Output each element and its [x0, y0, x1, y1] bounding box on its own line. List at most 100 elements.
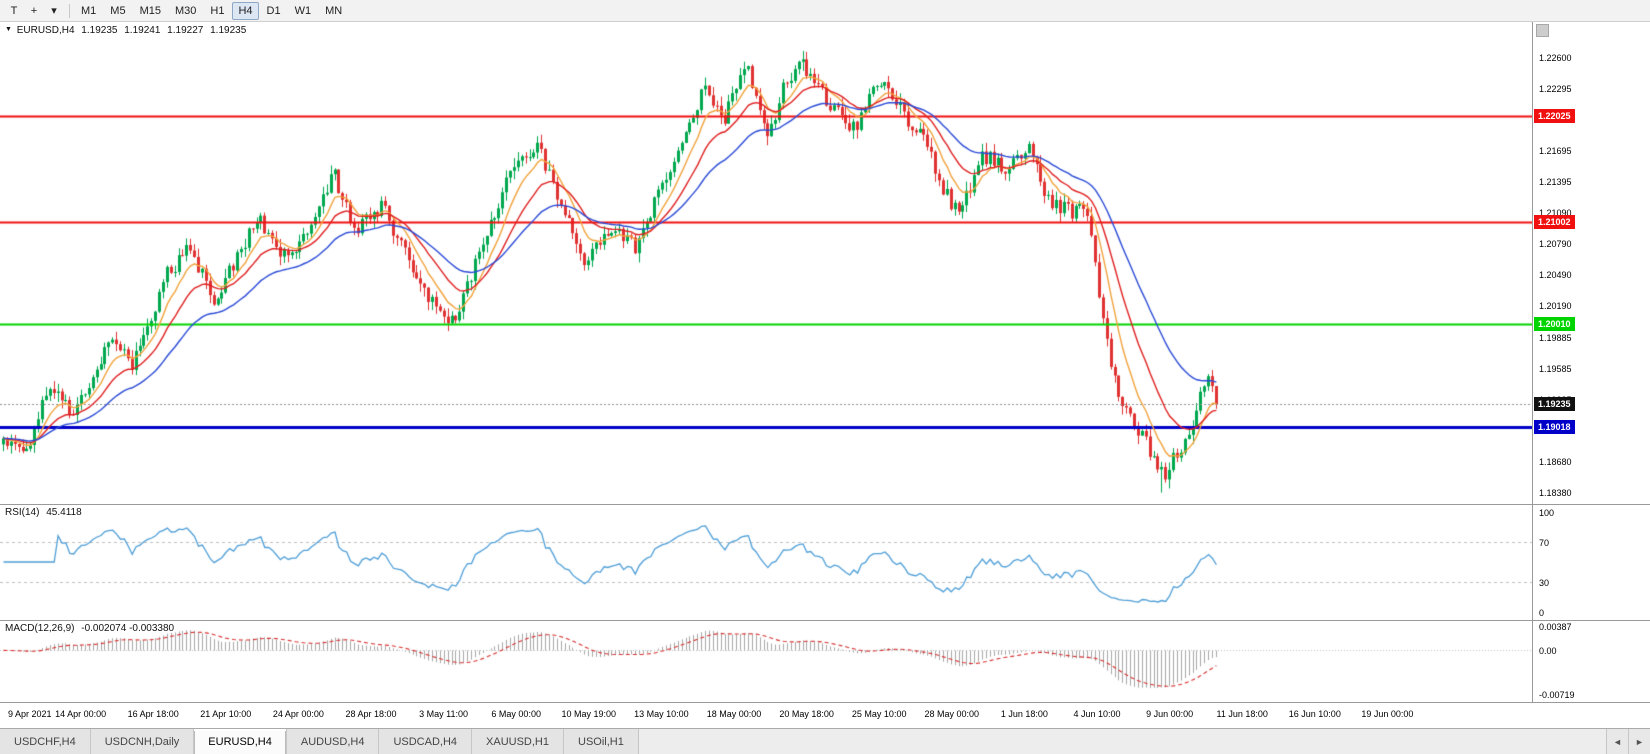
ohlc-open: 1.19235 — [81, 25, 118, 36]
macd-pane: MACD(12,26,9) -0.002074 -0.003380 — [0, 620, 1532, 702]
timeframe-button-mn[interactable]: MN — [325, 4, 343, 17]
chart-title: ▼ EURUSD,H4 1.19235 1.19241 1.19227 1.19… — [5, 25, 250, 36]
timeframe-button-d1[interactable]: D1 — [266, 4, 281, 17]
pane-separator — [0, 702, 1650, 703]
timeframe-button-w1[interactable]: W1 — [294, 4, 312, 17]
macd-tick: 0.00387 — [1539, 622, 1572, 633]
tab-scroll-left-button[interactable]: ◄ — [1606, 729, 1628, 754]
price-tick: 1.18680 — [1539, 457, 1572, 468]
chart-tab-usdcad[interactable]: USDCAD,H4 — [379, 729, 473, 754]
arrow-right-icon: ► — [1635, 736, 1644, 747]
crosshair-button[interactable]: + — [24, 2, 44, 20]
ohlc-high: 1.19241 — [124, 25, 161, 36]
price-tick: 1.19585 — [1539, 363, 1572, 374]
chevron-down-icon: ▾ — [51, 5, 57, 17]
timeframe-button-m1[interactable]: M1 — [81, 4, 97, 17]
time-axis-label: 28 May 00:00 — [924, 709, 980, 719]
price-tick: 1.20190 — [1539, 301, 1572, 312]
chart-tab-audusd[interactable]: AUDUSD,H4 — [286, 729, 380, 754]
price-pane: ▼ EURUSD,H4 1.19235 1.19241 1.19227 1.19… — [0, 22, 1532, 504]
toolbar-separator — [69, 3, 70, 18]
chart-tab-eurusd[interactable]: EURUSD,H4 — [194, 729, 287, 754]
rsi-tick: 30 — [1539, 577, 1550, 588]
price-tick: 1.21090 — [1539, 208, 1572, 219]
chart-tab-usdchf[interactable]: USDCHF,H4 — [0, 729, 91, 754]
time-axis-label: 25 May 10:00 — [851, 709, 907, 719]
time-axis-label: 19 Jun 00:00 — [1361, 709, 1414, 719]
timeframe-button-m5[interactable]: M5 — [110, 4, 126, 17]
tab-scroll-controls: ◄ ► — [1606, 729, 1650, 754]
time-axis[interactable]: 9 Apr 2021 14 Apr 00:00 16 Apr 18:00 21 Apr… — [0, 702, 1532, 728]
rsi-tick: 100 — [1539, 507, 1555, 518]
time-axis-label: 9 Apr 2021 — [8, 709, 52, 719]
rsi-tick: 0 — [1539, 607, 1545, 618]
level-price-tag: 1.19018 — [1534, 419, 1575, 434]
price-tick: 1.22600 — [1539, 52, 1572, 63]
macd-indicator-name: MACD(12,26,9) — [5, 623, 75, 634]
current-price-tag: 1.19235 — [1534, 397, 1575, 412]
templates-button-label: T — [10, 4, 18, 17]
level-price-tag: 1.21002 — [1534, 215, 1575, 230]
price-tick: 1.18380 — [1539, 488, 1572, 499]
chart-tab-bar: USDCHF,H4 USDCNH,Daily EURUSD,H4 AUDUSD,H4 U… — [0, 728, 1650, 754]
axis-corner-button[interactable] — [1536, 24, 1549, 37]
macd-label: MACD(12,26,9) -0.002074 -0.003380 — [5, 623, 178, 634]
chart-tab-xauusd[interactable]: XAUUSD,H1 — [472, 729, 564, 754]
level-price-tag: 1.20010 — [1534, 317, 1575, 332]
macd-indicator-values: -0.002074 -0.003380 — [81, 623, 175, 634]
time-axis-label: 6 May 00:00 — [491, 709, 541, 719]
ohlc-low: 1.19227 — [167, 25, 204, 36]
timeframe-button-group: M1 M5 M15 M30 H1 H4 D1 W1 MN — [75, 1, 348, 20]
time-axis-label: 13 May 10:00 — [634, 709, 689, 719]
pane-separator[interactable] — [0, 504, 1650, 505]
rsi-indicator-value: 45.4118 — [46, 507, 82, 518]
time-axis-label: 11 Jun 18:00 — [1216, 709, 1268, 719]
timeframe-button-h4[interactable]: H4 — [232, 1, 259, 20]
chart-tab-list: USDCHF,H4 USDCNH,Daily EURUSD,H4 AUDUSD,H4 U… — [0, 729, 639, 754]
top-toolbar: T + ▾ M1 M5 M15 M30 H1 H4 D1 W1 MN — [0, 0, 1650, 22]
rsi-pane: RSI(14) 45.4118 — [0, 504, 1532, 620]
price-tick: 1.21695 — [1539, 145, 1572, 156]
macd-tick: -0.00719 — [1539, 689, 1575, 700]
timeframe-button-h1[interactable]: H1 — [210, 4, 225, 17]
tab-scroll-right-button[interactable]: ► — [1628, 729, 1650, 754]
macd-tick: 0.00 — [1539, 645, 1557, 656]
price-axis[interactable]: 1.226001.222951.219951.216951.213951.210… — [1532, 22, 1650, 702]
price-chart-canvas[interactable] — [0, 22, 1532, 504]
time-axis-label: 16 Jun 10:00 — [1288, 709, 1341, 719]
chart-tab-usdcnh[interactable]: USDCNH,Daily — [90, 729, 195, 754]
pane-separator[interactable] — [0, 620, 1650, 621]
time-axis-label: 9 Jun 00:00 — [1146, 709, 1194, 719]
time-axis-label: 4 Jun 10:00 — [1073, 709, 1121, 719]
price-tick: 1.22295 — [1539, 84, 1572, 95]
time-axis-label: 28 Apr 18:00 — [345, 709, 397, 719]
time-axis-label: 1 Jun 18:00 — [1000, 709, 1048, 719]
time-axis-label: 24 Apr 00:00 — [272, 709, 324, 719]
ohlc-close: 1.19235 — [210, 25, 247, 36]
rsi-indicator-name: RSI(14) — [5, 507, 40, 518]
time-axis-label: 16 Apr 18:00 — [127, 709, 179, 719]
tools-dropdown-button[interactable]: ▾ — [44, 2, 64, 20]
chart-tab-usoil[interactable]: USOil,H1 — [564, 729, 639, 754]
templates-button[interactable]: T — [4, 2, 24, 20]
timeframe-button-m30[interactable]: M30 — [174, 4, 197, 17]
crosshair-icon: + — [30, 4, 38, 17]
macd-canvas[interactable] — [0, 620, 1532, 702]
price-tick: 1.20490 — [1539, 270, 1572, 281]
price-tick: 1.20790 — [1539, 239, 1572, 250]
time-axis-label: 3 May 11:00 — [419, 709, 469, 719]
level-price-tag: 1.22025 — [1534, 109, 1575, 124]
arrow-left-icon: ◄ — [1613, 736, 1622, 747]
time-axis-label: 21 Apr 10:00 — [200, 709, 252, 719]
timeframe-button-m15[interactable]: M15 — [139, 4, 161, 17]
rsi-canvas[interactable] — [0, 504, 1532, 620]
rsi-label: RSI(14) 45.4118 — [5, 507, 86, 518]
time-axis-label: 20 May 18:00 — [779, 709, 834, 719]
chart-region: ▼ EURUSD,H4 1.19235 1.19241 1.19227 1.19… — [0, 22, 1650, 728]
time-axis-label: 18 May 00:00 — [706, 709, 762, 719]
symbol-dropdown-icon: ▼ — [5, 26, 12, 33]
rsi-tick: 70 — [1539, 537, 1550, 548]
symbol-label: EURUSD,H4 — [16, 25, 75, 36]
time-axis-label: 14 Apr 00:00 — [55, 709, 107, 719]
price-tick: 1.21395 — [1539, 176, 1572, 187]
